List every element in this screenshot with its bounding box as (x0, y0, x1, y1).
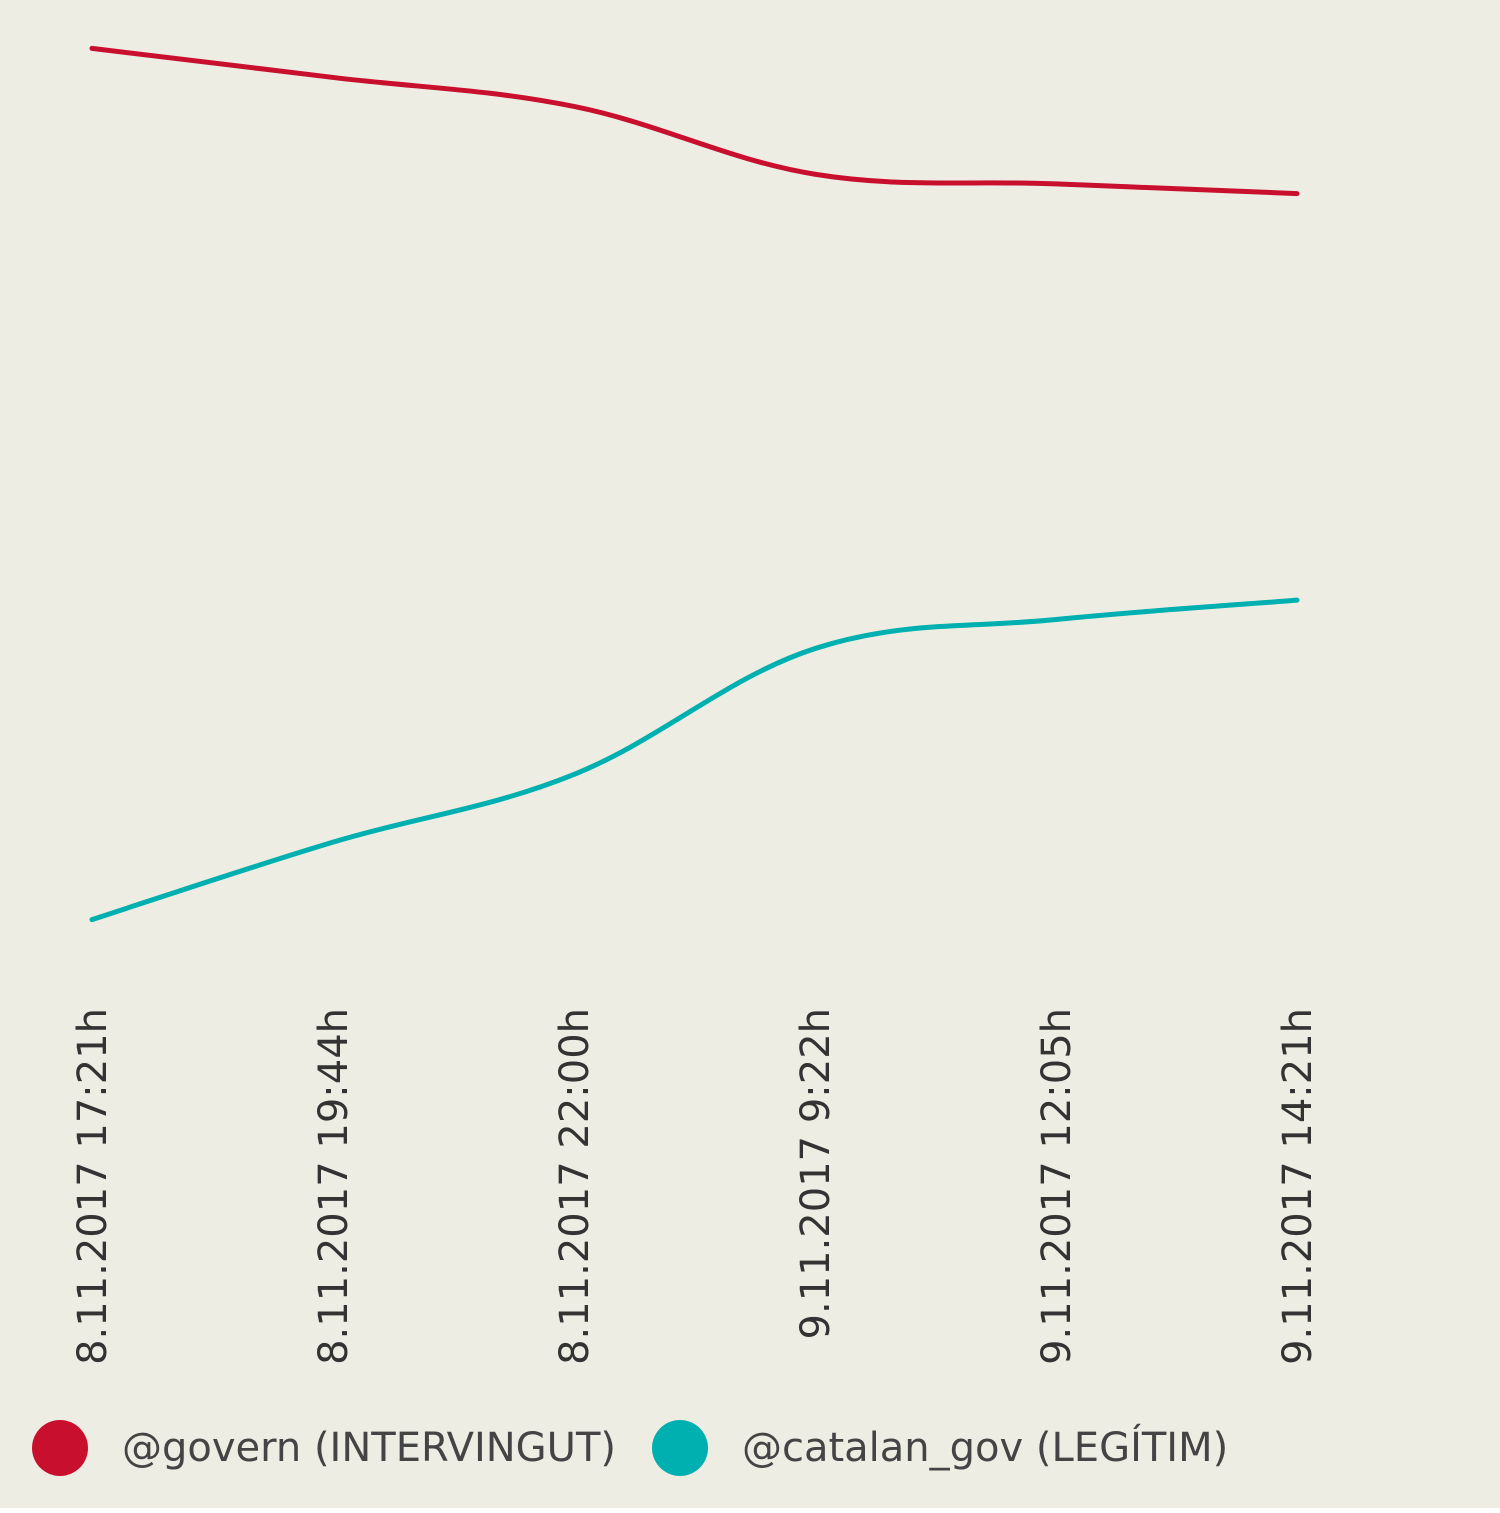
x-tick-label: 9.11.2017 12:05h (1034, 1008, 1080, 1365)
data-point-0-3[interactable] (812, 171, 818, 177)
data-point-1-0[interactable] (89, 917, 95, 923)
data-point-1-5[interactable] (1294, 597, 1300, 603)
series-line-0 (89, 45, 1300, 197)
x-tick-label: 9.11.2017 9:22h (793, 1008, 839, 1339)
legend-item-catalan-gov[interactable]: @catalan_gov (LEGÍTIM) (651, 1420, 1229, 1476)
data-point-0-4[interactable] (1053, 181, 1059, 187)
legend-item-govern[interactable]: @govern (INTERVINGUT) (32, 1420, 616, 1476)
line-chart: 8.11.2017 17:21h 8.11.2017 19:44h 8.11.201… (70, 45, 1321, 1365)
data-point-1-4[interactable] (1053, 617, 1059, 623)
data-point-0-1[interactable] (330, 74, 336, 80)
data-point-1-3[interactable] (812, 646, 818, 652)
legend-swatch-catalan-gov (651, 1420, 708, 1476)
x-tick-label: 9.11.2017 14:21h (1275, 1008, 1321, 1365)
series-lines (89, 45, 1300, 923)
data-point-0-5[interactable] (1294, 191, 1300, 197)
data-point-1-2[interactable] (571, 771, 577, 777)
x-tick-label: 8.11.2017 22:00h (552, 1008, 598, 1365)
data-point-0-0[interactable] (89, 45, 95, 51)
x-axis-tick-labels: 8.11.2017 17:21h 8.11.2017 19:44h 8.11.201… (70, 1008, 1321, 1365)
x-tick-label: 8.11.2017 17:21h (70, 1008, 116, 1365)
legend: @govern (INTERVINGUT) @catalan_gov (LEGÍ… (32, 1418, 1228, 1478)
data-point-1-1[interactable] (330, 839, 336, 845)
legend-label-govern: @govern (INTERVINGUT) (122, 1425, 616, 1471)
series-line-1 (89, 597, 1300, 923)
data-point-0-2[interactable] (571, 103, 577, 109)
legend-swatch-govern (32, 1420, 88, 1476)
x-tick-label: 8.11.2017 19:44h (311, 1008, 357, 1365)
legend-label-catalan-gov: @catalan_gov (LEGÍTIM) (741, 1425, 1229, 1471)
